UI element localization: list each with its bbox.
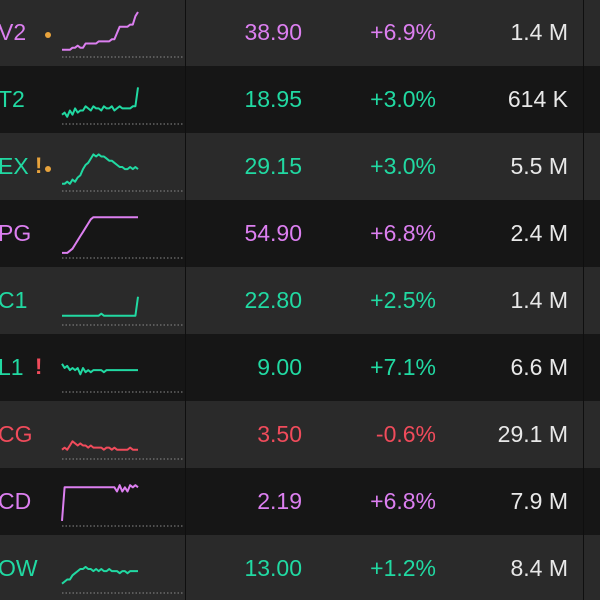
percent-change: +3.0% [370, 153, 436, 179]
last-price: 13.00 [244, 555, 302, 581]
last-price: 29.15 [244, 153, 302, 179]
ticker-symbol: PG [0, 220, 32, 246]
status-dot-icon [45, 166, 51, 172]
last-price: 3.50 [257, 421, 302, 447]
sparkline-chart [61, 87, 184, 125]
last-price: 54.90 [244, 220, 302, 246]
alert-icon: ! [35, 354, 43, 379]
sparkline-chart [62, 153, 184, 192]
column-divider [185, 200, 186, 267]
status-dot-icon [45, 32, 51, 38]
column-divider [185, 468, 186, 535]
percent-change: +6.8% [370, 220, 436, 246]
sparkline-chart [61, 565, 184, 594]
ticker-symbol: CG [0, 421, 33, 447]
ticker-symbol: L1 [0, 354, 24, 380]
watchlist-row[interactable]: CD 2.19 +6.8% 7.9 M [0, 468, 600, 535]
percent-change: +3.0% [370, 86, 436, 112]
column-divider [583, 334, 584, 401]
ticker-symbol: C1 [0, 287, 28, 313]
watchlist-row[interactable]: PG 54.90 +6.8% 2.4 M [0, 200, 600, 267]
watchlist-row[interactable]: C1 22.80 +2.5% 1.4 M [0, 267, 600, 334]
watchlist-row[interactable]: V2 38.90 +6.9% 1.4 M [0, 0, 600, 66]
watchlist-row[interactable]: T2 18.95 +3.0% 614 K [0, 66, 600, 133]
column-divider [185, 133, 186, 200]
watchlist-row[interactable]: EX! 29.15 +3.0% 5.5 M [0, 133, 600, 200]
sparkline-line [62, 11, 139, 51]
sparkline-chart [61, 440, 184, 460]
alert-icon: ! [35, 153, 43, 178]
volume: 7.9 M [510, 488, 568, 514]
volume: 1.4 M [510, 19, 568, 45]
percent-change: +1.2% [370, 555, 436, 581]
sparkline-line [62, 296, 139, 317]
watchlist-row[interactable]: CG 3.50 -0.6% 29.1 M [0, 401, 600, 468]
sparkline-chart [61, 484, 184, 527]
sparkline-line [62, 153, 139, 185]
column-divider [583, 200, 584, 267]
ticker-symbol: OW [0, 555, 38, 581]
percent-change: +2.5% [370, 287, 436, 313]
last-price: 9.00 [257, 354, 302, 380]
column-divider [583, 401, 584, 468]
last-price: 38.90 [244, 19, 302, 45]
ticker-symbol: T2 [0, 86, 25, 112]
ticker-symbol: CD [0, 488, 32, 514]
watchlist-row[interactable]: OW 13.00 +1.2% 8.4 M [0, 535, 600, 600]
sparkline-line [62, 216, 138, 254]
volume: 614 K [507, 86, 568, 112]
column-divider [583, 66, 584, 133]
sparkline-chart [61, 363, 184, 393]
percent-change: +6.8% [370, 488, 436, 514]
sparkline-chart [62, 296, 184, 326]
volume: 29.1 M [497, 421, 568, 447]
percent-change: -0.6% [375, 421, 436, 447]
volume: 8.4 M [510, 555, 568, 581]
watchlist-row[interactable]: L1! 9.00 +7.1% 6.6 M [0, 334, 600, 401]
column-divider [583, 468, 584, 535]
sparkline-chart [62, 11, 184, 58]
sparkline-line [61, 484, 139, 521]
volume: 1.4 M [510, 287, 568, 313]
ticker-symbol: V2 [0, 19, 27, 45]
column-divider [185, 267, 186, 334]
column-divider [185, 535, 186, 600]
last-price: 18.95 [244, 86, 302, 112]
sparkline-line [61, 440, 138, 451]
percent-change: +7.1% [370, 354, 436, 380]
column-divider [185, 0, 186, 66]
volume: 6.6 M [510, 354, 568, 380]
column-divider [185, 66, 186, 133]
sparkline-chart [62, 216, 184, 259]
sparkline-line [61, 363, 138, 376]
column-divider [583, 267, 584, 334]
ticker-symbol: EX [0, 153, 29, 179]
volume: 5.5 M [510, 153, 568, 179]
sparkline-line [61, 87, 139, 118]
percent-change: +6.9% [370, 19, 436, 45]
last-price: 22.80 [244, 287, 302, 313]
column-divider [185, 401, 186, 468]
column-divider [185, 334, 186, 401]
last-price: 2.19 [257, 488, 302, 514]
column-divider [583, 0, 584, 66]
column-divider [583, 133, 584, 200]
sparkline-line [61, 565, 138, 585]
column-divider [583, 535, 584, 600]
volume: 2.4 M [510, 220, 568, 246]
